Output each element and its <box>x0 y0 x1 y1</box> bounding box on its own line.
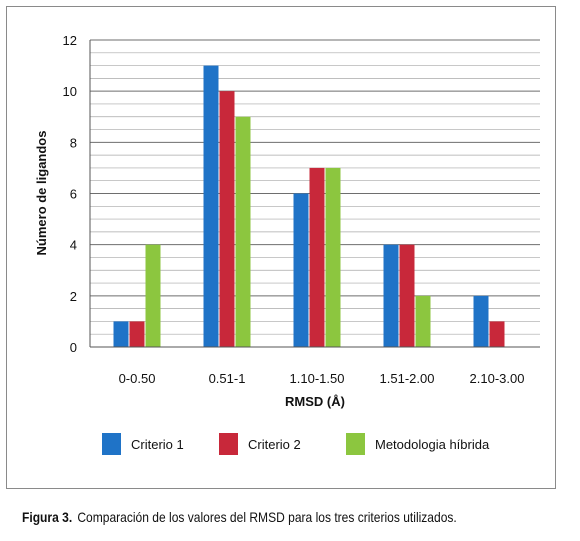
bar-criterio-1 <box>473 295 489 347</box>
bar-metodologia-hibrida <box>415 295 431 347</box>
caption-label: Figura 3. <box>22 509 73 525</box>
x-tick-label: 2.10-3.00 <box>470 371 525 386</box>
bar-chart: 0 2 4 6 8 10 12 0-0.50 0.51-1 1.10-1.50 1.51-2.00 2… <box>34 33 540 409</box>
caption-text: Comparación de los valores del RMSD para… <box>77 509 457 525</box>
figure-frame <box>6 6 556 489</box>
figure-caption: Figura 3. Comparación de los valores del … <box>22 509 457 525</box>
legend-item-criterio-1: Criterio 1 <box>102 433 184 455</box>
legend-swatch <box>102 433 121 455</box>
legend-label: Metodologia híbrida <box>375 436 490 452</box>
bar-criterio-1 <box>383 244 399 347</box>
legend-item-criterio-2: Criterio 2 <box>219 433 301 455</box>
x-tick-label: 0-0.50 <box>119 371 156 386</box>
x-tick-label: 1.10-1.50 <box>290 371 345 386</box>
bar-criterio-2 <box>219 91 235 348</box>
bar-metodologia-hibrida <box>145 244 161 347</box>
y-tick-label: 2 <box>70 289 77 304</box>
legend-label: Criterio 2 <box>248 436 301 452</box>
y-tick-label: 10 <box>63 84 77 99</box>
y-tick-label: 12 <box>63 33 77 48</box>
bar-criterio-1 <box>293 193 309 347</box>
y-tick-label: 8 <box>70 135 77 150</box>
bar-criterio-2 <box>489 321 505 347</box>
x-tick-label: 1.51-2.00 <box>380 371 435 386</box>
bar-criterio-2 <box>129 321 145 347</box>
bar-metodologia-hibrida <box>235 116 251 347</box>
bar-criterio-1 <box>113 321 129 347</box>
legend-label: Criterio 1 <box>131 436 184 452</box>
y-tick-label: 0 <box>70 340 77 355</box>
y-tick-label: 4 <box>70 238 77 253</box>
x-axis-label: RMSD (Å) <box>285 394 345 409</box>
legend-swatch <box>219 433 238 455</box>
bar-criterio-2 <box>309 167 325 347</box>
y-tick-label: 6 <box>70 187 77 202</box>
legend-item-metodologia-hibrida: Metodologia híbrida <box>346 433 489 455</box>
bar-criterio-1 <box>203 65 219 347</box>
x-tick-label: 0.51-1 <box>209 371 246 386</box>
y-axis-label: Número de ligandos <box>34 131 49 256</box>
legend-swatch <box>346 433 365 455</box>
bar-metodologia-hibrida <box>325 167 341 347</box>
bar-criterio-2 <box>399 244 415 347</box>
